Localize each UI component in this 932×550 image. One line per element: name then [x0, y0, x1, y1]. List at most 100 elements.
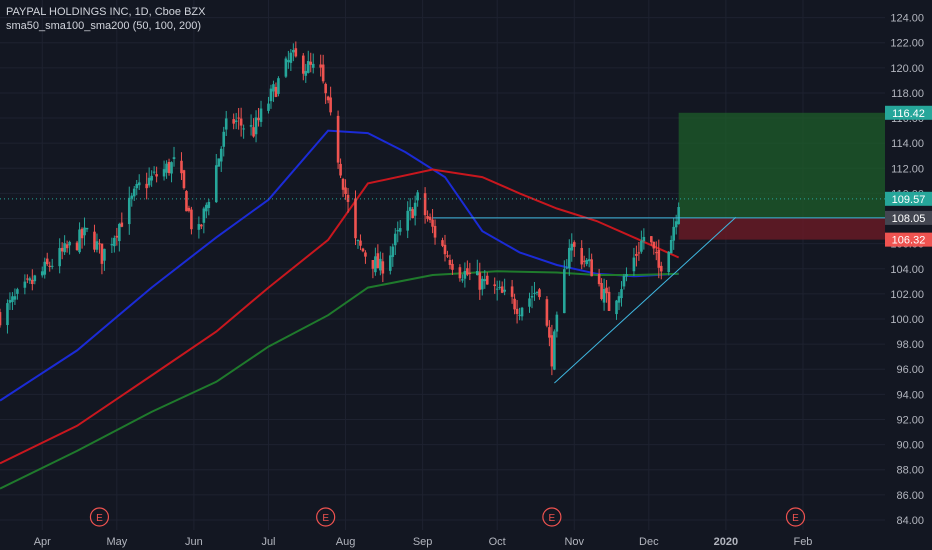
earnings-marker — [316, 507, 336, 527]
candle-body — [162, 169, 166, 177]
candle-body — [217, 158, 221, 167]
candle-body — [45, 258, 49, 265]
price-axis[interactable]: 124.00122.00120.00118.00116.00114.00112.… — [885, 13, 932, 527]
candle-body — [622, 275, 626, 287]
candle-body — [503, 289, 506, 292]
y-tick-label: 94.00 — [896, 389, 924, 401]
candle-body — [580, 248, 584, 265]
candle-body — [423, 193, 427, 216]
candle-body — [553, 331, 556, 370]
earnings-marker-label: E — [792, 513, 799, 524]
candle-body — [83, 227, 86, 236]
candle-body — [513, 298, 516, 310]
candle-body — [498, 286, 501, 288]
candle-body — [60, 247, 64, 252]
candle-body — [441, 240, 444, 246]
candle-body — [75, 242, 79, 251]
candle-body — [339, 163, 342, 176]
candle-body — [483, 279, 487, 282]
candle-body — [615, 300, 618, 315]
candle-body — [224, 118, 228, 130]
y-tick-label: 96.00 — [896, 364, 924, 376]
x-tick-label: Jul — [261, 536, 275, 548]
candle-body — [669, 239, 673, 254]
candle-body — [443, 244, 447, 255]
candle-body — [635, 253, 638, 256]
candle-body — [155, 174, 158, 177]
candle-body — [100, 243, 104, 264]
candle-body — [137, 182, 141, 186]
candle-body — [214, 165, 218, 203]
candle-body — [677, 207, 680, 225]
candle-body — [207, 201, 211, 209]
candle-body — [182, 170, 186, 189]
candle-body — [582, 260, 586, 262]
candle-body — [374, 256, 377, 273]
candle-body — [249, 125, 253, 127]
profit-zone — [678, 112, 885, 218]
candle-body — [433, 225, 437, 238]
y-tick-label: 88.00 — [896, 465, 924, 477]
candle-body — [563, 269, 566, 314]
sma200-line — [0, 270, 679, 490]
candle-body — [461, 279, 464, 281]
price-label: 106.32 — [892, 235, 926, 247]
candle-body — [572, 242, 576, 247]
candle-body — [28, 278, 32, 281]
candle-body — [187, 207, 191, 211]
candle-body — [602, 288, 606, 303]
candle-body — [607, 291, 611, 311]
y-tick-label: 124.00 — [890, 13, 924, 25]
candle-body — [672, 226, 675, 241]
x-tick-label: 2020 — [714, 536, 738, 548]
candle-body — [167, 161, 171, 174]
candle-body — [85, 227, 89, 230]
candle-body — [620, 289, 623, 299]
candle-body — [145, 183, 148, 189]
candle-body — [185, 191, 188, 212]
time-axis[interactable]: Apr May Jun Jul Aug Sep Oct Nov Dec 2020 Feb — [34, 536, 813, 548]
candle-body — [292, 49, 295, 53]
candle-body — [78, 229, 81, 253]
candle-body — [172, 157, 176, 160]
candle-body — [16, 289, 19, 294]
candle-body — [632, 257, 636, 272]
candle-body — [520, 307, 524, 317]
candle-body — [197, 224, 201, 230]
candle-body — [98, 243, 101, 245]
candle-body — [113, 237, 116, 247]
candle-body — [277, 78, 280, 94]
candle-body — [23, 281, 27, 288]
y-tick-label: 112.00 — [891, 163, 924, 175]
candle-body — [242, 128, 245, 130]
candle-body — [391, 246, 395, 257]
candle-body — [396, 230, 400, 232]
loss-zone — [678, 217, 885, 240]
y-tick-label: 100.00 — [890, 314, 924, 326]
y-tick-label: 114.00 — [891, 138, 924, 150]
y-tick-label: 84.00 — [896, 515, 924, 527]
x-tick-label: Sep — [413, 536, 433, 548]
candle-body — [388, 255, 392, 271]
candle-body — [180, 160, 183, 174]
candle-body — [110, 244, 114, 246]
candle-body — [222, 131, 226, 147]
candle-body — [321, 64, 325, 82]
earnings-marker-label: E — [96, 513, 103, 524]
candle-body — [115, 235, 119, 238]
candle-body — [354, 198, 357, 239]
candle-body — [289, 52, 293, 63]
candle-body — [219, 148, 223, 162]
price-label-box — [885, 191, 932, 206]
x-tick-label: May — [106, 536, 127, 548]
candle-body — [533, 293, 536, 295]
candle-body — [26, 278, 29, 280]
candle-body — [376, 253, 380, 269]
candle-body — [485, 275, 489, 285]
x-tick-label: Dec — [639, 536, 659, 548]
candle-body — [652, 241, 656, 249]
price-label: 109.57 — [892, 194, 926, 206]
candle-body — [118, 224, 121, 242]
